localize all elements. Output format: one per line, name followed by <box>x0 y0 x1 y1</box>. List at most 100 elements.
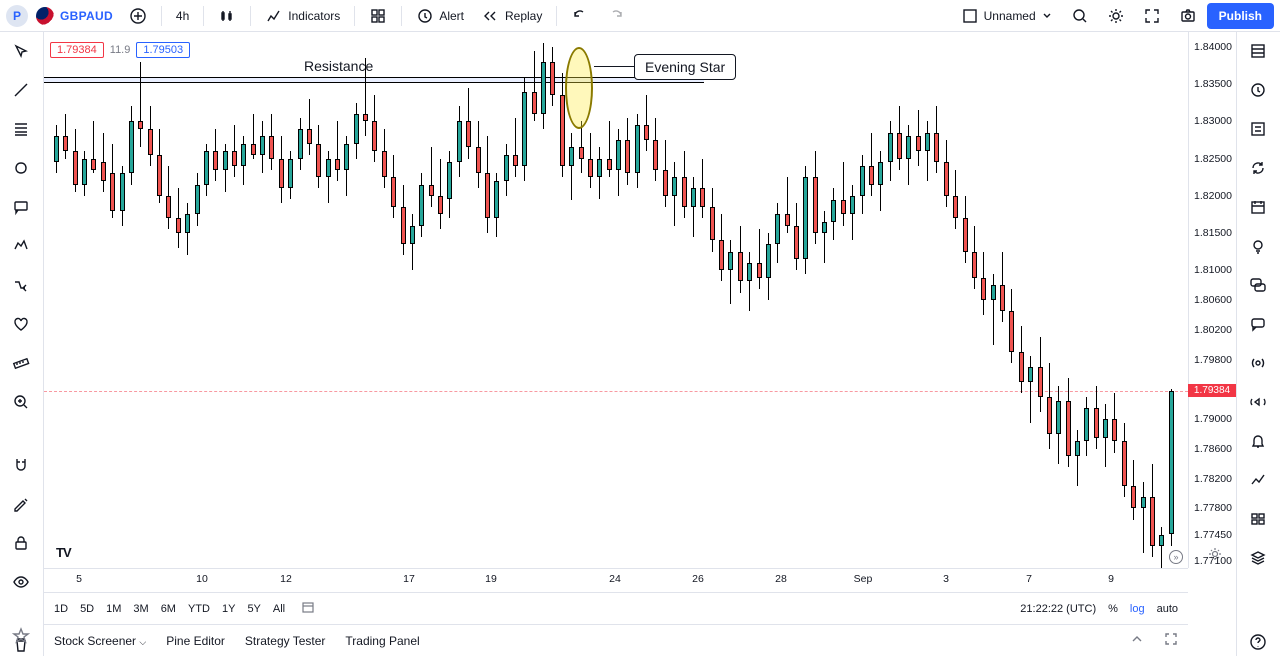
auto-button[interactable]: auto <box>1157 603 1178 615</box>
undo-button[interactable] <box>563 2 597 30</box>
range-1y[interactable]: 1Y <box>222 603 235 615</box>
stream-button[interactable] <box>1249 354 1269 377</box>
cursor-tool[interactable] <box>12 42 32 65</box>
tab-strategy-tester[interactable]: Strategy Tester <box>245 634 325 648</box>
dom-button[interactable] <box>1249 471 1269 494</box>
ruler-icon <box>12 354 32 374</box>
alerts-panel-button[interactable] <box>1249 81 1269 104</box>
bottom-panel: Stock Screener ⌵ Pine Editor Strategy Te… <box>44 624 1188 656</box>
grid-icon <box>369 7 387 25</box>
goto-date-button[interactable] <box>301 600 315 617</box>
replay-button[interactable]: Replay <box>474 2 550 30</box>
replay-icon <box>482 7 500 25</box>
publish-button[interactable]: Publish <box>1207 3 1274 29</box>
shape-tool[interactable] <box>12 159 32 182</box>
list-icon <box>1249 120 1269 140</box>
settings-button[interactable] <box>1099 2 1133 30</box>
chat-icon <box>1249 315 1269 335</box>
notifications-button[interactable] <box>1249 432 1269 455</box>
snapshot-button[interactable] <box>1171 2 1205 30</box>
tab-pine-editor[interactable]: Pine Editor <box>166 634 225 648</box>
chat-button[interactable] <box>1249 276 1269 299</box>
text-tool[interactable] <box>12 198 32 221</box>
redo-button[interactable] <box>599 2 633 30</box>
range-ytd[interactable]: YTD <box>188 603 210 615</box>
news-button[interactable] <box>1249 159 1269 182</box>
search-button[interactable] <box>1063 2 1097 30</box>
pattern-tool[interactable] <box>12 237 32 260</box>
ideas-button[interactable] <box>1249 237 1269 260</box>
tradingview-watermark: TV <box>56 545 71 560</box>
time-axis[interactable]: 510121719242628Sep379 <box>44 568 1188 592</box>
range-6m[interactable]: 6M <box>161 603 176 615</box>
help-icon <box>1249 633 1269 653</box>
percent-button[interactable]: % <box>1108 603 1118 615</box>
comment-icon <box>12 198 32 218</box>
order-panel-button[interactable] <box>1249 510 1269 533</box>
redo-icon <box>607 7 625 25</box>
tab-stock-screener[interactable]: Stock Screener ⌵ <box>54 634 146 648</box>
clock-icon <box>1249 81 1269 101</box>
fullscreen-button[interactable] <box>1135 2 1169 30</box>
chart-area[interactable]: 1.79384 11.9 1.79503 ResistanceEvening S… <box>44 32 1236 656</box>
alert-icon <box>416 7 434 25</box>
object-tree-button[interactable] <box>1249 549 1269 572</box>
maximize-icon <box>1164 632 1178 646</box>
broadcast-button[interactable] <box>1249 393 1269 416</box>
range-1d[interactable]: 1D <box>54 603 68 615</box>
chart-style-button[interactable] <box>210 2 244 30</box>
symbol-flag-icon <box>36 7 54 25</box>
goto-last-button[interactable]: » <box>1169 550 1183 564</box>
alert-button[interactable]: Alert <box>408 2 472 30</box>
layout-name-button[interactable]: Unnamed <box>953 2 1061 30</box>
measure-tool[interactable] <box>12 354 32 377</box>
line-tool[interactable] <box>12 81 32 104</box>
shape-icon <box>12 159 32 179</box>
symbol-button[interactable]: GBPAUD <box>60 9 113 23</box>
logo-button[interactable]: P <box>6 5 28 27</box>
square-icon <box>961 7 979 25</box>
calendar-button[interactable] <box>1249 198 1269 221</box>
magnet-tool[interactable] <box>12 456 32 479</box>
fib-tool[interactable] <box>12 120 32 143</box>
search-icon <box>1071 7 1089 25</box>
trendline-icon <box>12 81 32 101</box>
fullscreen-icon <box>1143 7 1161 25</box>
tab-trading-panel[interactable]: Trading Panel <box>345 634 419 648</box>
camera-icon <box>1179 7 1197 25</box>
log-button[interactable]: log <box>1130 603 1145 615</box>
zoom-tool[interactable] <box>12 393 32 416</box>
panel-collapse-button[interactable] <box>1130 632 1144 649</box>
interval-button[interactable]: 4h <box>168 2 197 30</box>
range-all[interactable]: All <box>273 603 285 615</box>
favorites-button[interactable] <box>12 627 30 648</box>
plus-icon <box>129 7 147 25</box>
indicators-button[interactable]: Indicators <box>257 2 348 30</box>
add-symbol-button[interactable] <box>121 2 155 30</box>
broadcast-icon <box>1249 393 1269 413</box>
range-1m[interactable]: 1M <box>106 603 121 615</box>
watchlist-button[interactable] <box>1249 42 1269 65</box>
candlestick-chart[interactable]: ResistanceEvening Star <box>44 32 1188 568</box>
range-3m[interactable]: 3M <box>133 603 148 615</box>
refresh-icon <box>1249 159 1269 179</box>
help-button[interactable] <box>1249 633 1269 656</box>
forecast-tool[interactable] <box>12 276 32 299</box>
hotlist-button[interactable] <box>1249 120 1269 143</box>
indicators-icon <box>265 7 283 25</box>
hide-tool[interactable] <box>12 573 32 596</box>
lock-tool[interactable] <box>12 534 32 557</box>
fib-icon <box>12 120 32 140</box>
bulb-icon <box>1249 237 1269 257</box>
price-axis[interactable]: 1.840001.835001.830001.825001.820001.815… <box>1188 32 1236 568</box>
templates-button[interactable] <box>361 2 395 30</box>
range-5y[interactable]: 5Y <box>247 603 260 615</box>
dom-icon <box>1249 471 1269 491</box>
private-chat-button[interactable] <box>1249 315 1269 338</box>
calendar-icon <box>1249 198 1269 218</box>
range-5d[interactable]: 5D <box>80 603 94 615</box>
lock-drawings-tool[interactable] <box>12 495 32 518</box>
order-icon <box>1249 510 1269 530</box>
favorite-tool[interactable] <box>12 315 32 338</box>
panel-maximize-button[interactable] <box>1164 632 1178 649</box>
